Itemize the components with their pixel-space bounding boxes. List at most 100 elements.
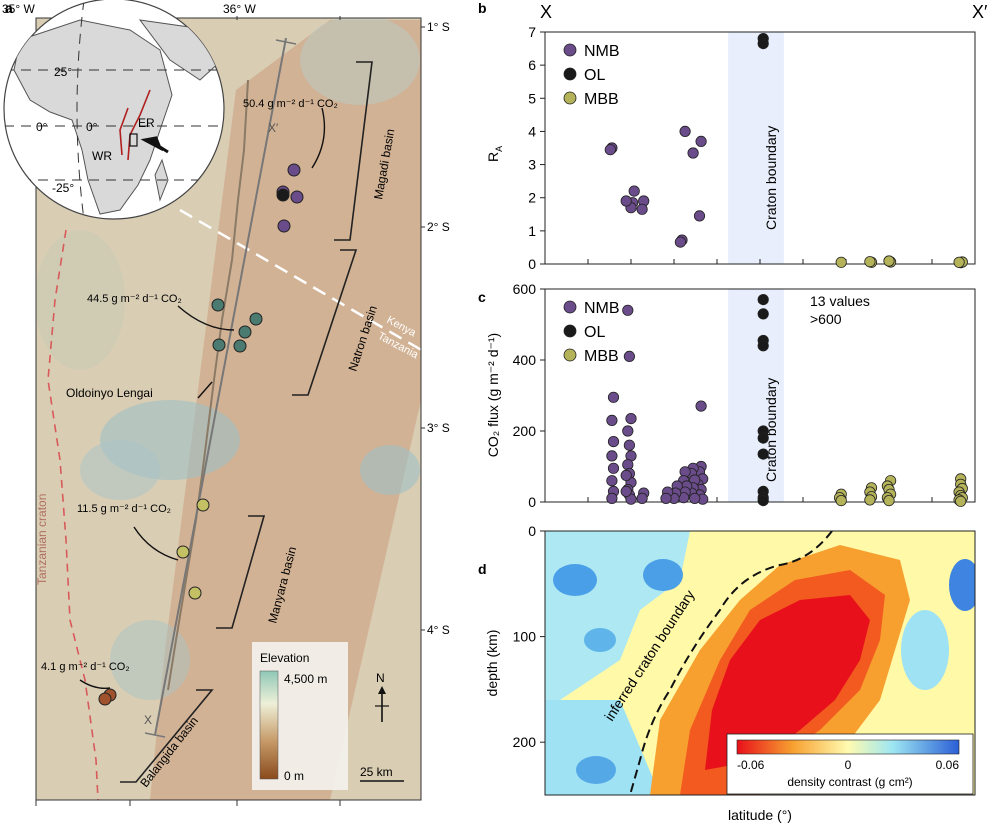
profile-start-label: X: [144, 713, 152, 727]
point-nmb: [687, 147, 699, 159]
lowland-patch: [360, 445, 420, 495]
point-nmb: [695, 135, 707, 147]
study-area-box: [129, 133, 138, 147]
y-tick-label: 1: [528, 223, 536, 239]
y-axis-title-sub: A: [494, 146, 504, 152]
colorbar-min: -0.06: [737, 758, 765, 772]
point-nmb: [607, 391, 620, 403]
site-natron: [233, 339, 247, 353]
inset-globe: 25° 0° 0° -25° ER WR: [3, 0, 225, 220]
y-tick-label: 3: [528, 157, 536, 173]
globe-meridian: [76, 0, 85, 219]
site-nmb: [277, 219, 291, 233]
legend-label-mbb: MBB: [584, 348, 619, 365]
y-tick-label: 600: [513, 281, 537, 297]
legend-label-mbb: MBB: [584, 91, 619, 108]
point-mbb: [864, 256, 876, 268]
legend-marker-mbb: [563, 91, 577, 105]
globe-label-25n: 25°: [54, 65, 72, 79]
rift-escarpment: [167, 79, 249, 691]
legend-marker-ol: [563, 67, 577, 81]
study-area-arrow: [140, 136, 169, 154]
colorbar-mid: 0: [845, 758, 852, 772]
legend: NMB OL MBB: [563, 300, 620, 365]
point-ol: [757, 37, 769, 50]
legend-label-ol: OL: [584, 324, 605, 341]
point-nmb: [660, 492, 672, 504]
plot-frame: [544, 530, 976, 796]
point-nmb: [604, 144, 616, 156]
colorbar-max: 0.06: [936, 758, 960, 772]
north-label: N: [376, 671, 385, 685]
x-ticks: [587, 259, 933, 264]
legend-marker-ol: [563, 324, 577, 338]
panel-letter-a: a: [5, 0, 13, 16]
balangida-bracket: [120, 689, 214, 783]
craton-band: [728, 32, 784, 264]
legend-marker-mbb: [563, 348, 577, 362]
point-nmb: [636, 492, 648, 504]
country-border-line: [179, 208, 421, 352]
profile-tick: [144, 732, 166, 738]
point-nmb: [620, 195, 632, 207]
legend-min: 0 m: [284, 769, 304, 783]
point-nmb: [623, 350, 636, 362]
panel-letter-d: d: [478, 561, 487, 577]
profile-end-label: X′: [268, 121, 279, 135]
site-balangida: [98, 692, 112, 706]
heatmap-blob-blue: [949, 559, 975, 611]
lengai-arrow: [197, 381, 213, 399]
y-tick-label: 7: [528, 24, 536, 40]
y-axis: 0 1 2 3 4 5 6 7: [528, 24, 545, 272]
map-panel: 50.4 g m⁻² d⁻¹ CO₂ 44.5 g m⁻² d⁻¹ CO₂ 11…: [2, 0, 450, 806]
africa-shape: [13, 19, 173, 215]
point-nmb: [606, 414, 618, 426]
site-natron: [238, 325, 252, 339]
x-axis-title: latitude (°): [728, 807, 792, 823]
y-axis: 0 200 400 600: [513, 281, 545, 510]
magadi-flux-arrow: [311, 107, 326, 169]
legend-title: Elevation: [260, 651, 309, 665]
lon-label-35: 35° W: [2, 2, 35, 16]
y-axis-title-main: R: [485, 152, 501, 162]
profile-tick: [275, 39, 297, 45]
y-tick-label: 0: [528, 256, 536, 272]
craton-boundary-line: [629, 531, 833, 795]
y-tick-label: 2: [528, 190, 536, 206]
y-axis: 0 100 200: [513, 523, 545, 750]
site-nmb: [287, 163, 301, 177]
point-nmb: [620, 469, 632, 481]
data-points: [604, 32, 968, 269]
y-tick-label: 0: [528, 494, 536, 510]
point-nmb: [606, 450, 618, 462]
colorbar-label: density contrast (g cm²): [787, 775, 912, 789]
west-rift-line: [119, 107, 129, 156]
point-ol: [757, 340, 769, 352]
point-nmb: [695, 400, 707, 412]
profile-line: [154, 37, 287, 736]
site-natron: [211, 298, 225, 312]
point-nmb: [636, 203, 648, 215]
globe-label-lon0: 0°: [86, 120, 98, 134]
highland-patch: [300, 18, 420, 105]
point-nmb: [628, 185, 640, 197]
point-mbb: [883, 255, 895, 267]
point-nmb: [607, 435, 620, 448]
point-ol: [757, 293, 769, 306]
legend: NMB OL MBB: [563, 43, 620, 108]
point-nmb: [622, 425, 634, 437]
y-axis-title: RA: [485, 146, 504, 162]
point-nmb: [607, 462, 620, 474]
y-tick-label: 200: [513, 734, 537, 750]
annotation-line-1: 13 values: [810, 293, 870, 309]
legend-colorbar: [259, 670, 279, 780]
magadi-bracket: [334, 61, 373, 241]
site-nmb: [290, 190, 304, 204]
y-tick-label: 5: [528, 90, 536, 106]
natron-flux-arrow: [177, 305, 235, 331]
globe-label-25s: -25°: [52, 181, 74, 195]
volcano-label: Oldoinyo Lengai: [66, 386, 153, 400]
heatmap-blob-blue: [576, 756, 616, 784]
